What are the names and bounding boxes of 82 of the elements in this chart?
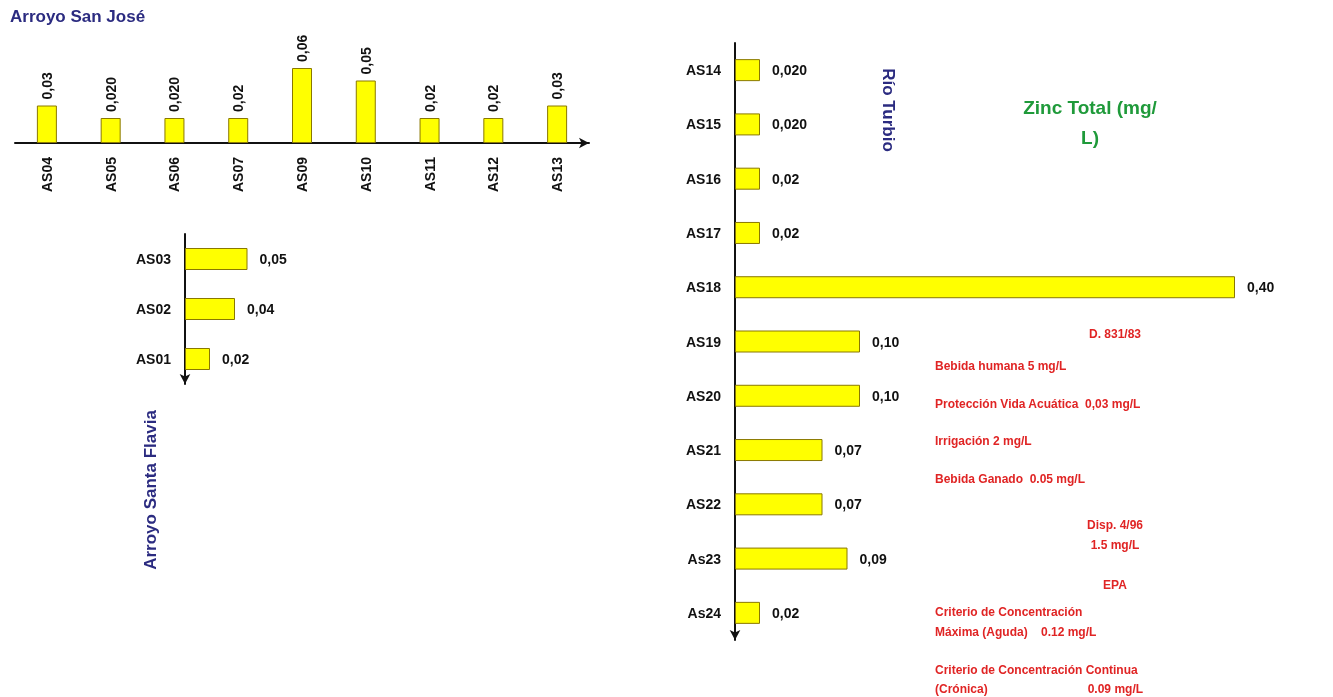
- text: (Crónica) 0.09 mg/L: [935, 682, 1144, 696]
- annotation: Criterio de Concentración: [935, 605, 1083, 619]
- bar: [36, 105, 57, 143]
- bar: [735, 276, 1235, 299]
- data-label: 0,02: [230, 84, 247, 112]
- bar: [355, 80, 376, 143]
- y-tick-label: AS01: [135, 351, 172, 367]
- text: Criterio de Concentración Continua: [935, 663, 1139, 677]
- data-label: 0,05: [259, 251, 287, 267]
- y-tick-label: AS14: [685, 62, 722, 79]
- data-label: 0,07: [834, 442, 862, 459]
- y-tick-label: As24: [687, 604, 722, 621]
- bar: [735, 167, 760, 190]
- annotation: Protección Vida Acuática 0,03 mg/L: [935, 397, 1141, 411]
- annotation: Irrigación 2 mg/L: [935, 434, 1032, 448]
- data-label: 0,03: [549, 72, 566, 100]
- bar: [735, 601, 760, 624]
- data-label: 0,020: [166, 76, 183, 112]
- x-tick-label: AS11: [421, 156, 438, 192]
- y-tick-label: AS22: [685, 496, 722, 513]
- text: Zinc Total (mg/L): [1023, 96, 1158, 148]
- y-tick-label: AS15: [685, 116, 722, 133]
- annotation: 1.5 mg/L: [1090, 538, 1140, 552]
- bar: [735, 547, 848, 570]
- y-tick-label: AS20: [685, 387, 722, 404]
- data-label: 0,02: [222, 351, 250, 367]
- x-tick-label: AS06: [166, 156, 183, 193]
- data-label: 0,09: [859, 550, 887, 567]
- data-label: 0,020: [772, 116, 808, 133]
- y-tick-label: AS18: [685, 279, 722, 296]
- bar: [419, 118, 440, 143]
- annotation: EPA: [1103, 578, 1128, 592]
- annotation: Máxima (Aguda) 0.12 mg/L: [935, 625, 1097, 639]
- data-label: 0,02: [772, 170, 800, 187]
- bar: [735, 59, 760, 82]
- x-tick-label: AS05: [102, 156, 119, 193]
- data-label: 0,020: [772, 62, 808, 79]
- data-label: 0,40: [1247, 279, 1275, 296]
- text: Arroyo Santa Flavia: [140, 409, 160, 570]
- y-tick-label: AS19: [685, 333, 722, 350]
- data-label: 0,10: [872, 387, 900, 404]
- data-label: 0,020: [102, 76, 119, 112]
- bar: [483, 118, 504, 143]
- y-tick-label: AS17: [685, 224, 722, 241]
- data-label: 0,05: [357, 47, 374, 75]
- y-tick-label: As23: [687, 550, 722, 567]
- x-tick-label: AS09: [294, 156, 310, 193]
- bar: [735, 384, 860, 407]
- data-label: 0,10: [872, 333, 900, 350]
- y-tick-label: AS03: [135, 251, 172, 267]
- annotation: Bebida Ganado 0.05 mg/L: [935, 472, 1086, 486]
- data-label: 0,03: [38, 72, 55, 100]
- data-label: 0,07: [834, 496, 862, 513]
- y-tick-label: AS02: [135, 301, 172, 317]
- annotation: Disp. 4/96: [1086, 518, 1144, 532]
- data-label: 0,02: [485, 84, 502, 112]
- bar: [735, 439, 823, 462]
- data-label: 0,02: [421, 84, 438, 112]
- text: Río Turbio: [878, 68, 898, 152]
- x-tick-label: AS13: [549, 156, 566, 193]
- y-tick-label: AS21: [685, 442, 722, 459]
- annotation: D. 831/83: [1088, 327, 1142, 341]
- bar: [547, 105, 568, 143]
- bar: [735, 221, 760, 244]
- bar: [735, 330, 860, 353]
- x-tick-label: AS04: [38, 156, 55, 193]
- bar: [735, 113, 760, 136]
- bar: [164, 118, 185, 143]
- y-tick-label: AS16: [685, 170, 722, 187]
- bar: [100, 118, 121, 143]
- x-tick-label: AS12: [485, 156, 502, 193]
- annotation: Bebida humana 5 mg/L: [935, 359, 1067, 373]
- data-label: 0,02: [772, 604, 800, 621]
- data-label: 0,06: [294, 34, 310, 62]
- bar: [228, 118, 249, 143]
- x-tick-label: AS07: [230, 156, 247, 193]
- bar: [735, 493, 823, 516]
- x-tick-label: AS10: [357, 156, 374, 193]
- chart-title: Arroyo San José: [10, 7, 146, 26]
- data-label: 0,02: [772, 224, 800, 241]
- data-label: 0,04: [247, 301, 275, 317]
- bar: [292, 68, 312, 143]
